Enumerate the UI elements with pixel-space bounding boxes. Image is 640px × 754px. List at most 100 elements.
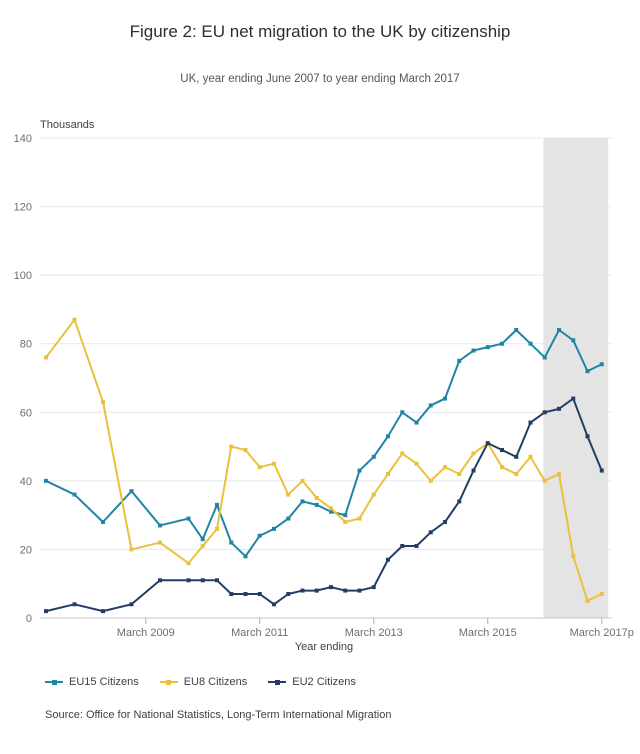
series-eu8-citizens-marker xyxy=(243,448,248,452)
series-eu8-citizens-marker xyxy=(457,472,462,476)
series-eu8-citizens-marker xyxy=(186,561,191,566)
series-eu2-citizens-marker xyxy=(585,434,590,439)
series-eu8-citizens-marker xyxy=(428,478,433,483)
series-eu8-citizens-marker xyxy=(286,492,291,497)
series-eu2-citizens-line xyxy=(45,397,603,613)
series-eu15-citizens-marker xyxy=(44,478,48,483)
series-eu8-citizens-marker xyxy=(471,451,476,456)
series-eu15-citizens-marker xyxy=(457,358,462,363)
series-eu15-citizens-marker xyxy=(129,489,134,494)
series-eu8-citizens-marker xyxy=(557,472,561,476)
series-eu15-citizens-line xyxy=(45,329,603,558)
series-eu8-citizens-marker xyxy=(158,540,162,545)
series-eu2-citizens-marker xyxy=(129,602,134,607)
series-eu2-citizens-marker xyxy=(215,578,219,583)
series-eu2-citizens-marker xyxy=(557,406,561,411)
series-eu2-citizens-marker xyxy=(571,396,576,401)
legend-label-eu8: EU8 Citizens xyxy=(183,676,248,688)
legend-label-eu15: EU15 Citizens xyxy=(69,676,139,688)
series-eu8-citizens-marker xyxy=(500,465,504,470)
y-axis-unit-label: Thousands xyxy=(40,119,95,131)
series-eu8-citizens-marker xyxy=(72,317,77,322)
series-eu8-citizens-marker xyxy=(44,355,48,360)
series-eu2-citizens-marker xyxy=(343,588,348,593)
series-eu2-citizens-marker xyxy=(200,578,205,583)
x-tick-label: March 2011 xyxy=(231,627,288,639)
legend-item-eu15: EU15 Citizens xyxy=(45,676,139,688)
series-eu15-citizens-marker xyxy=(485,345,490,350)
legend-marker-eu15-icon xyxy=(45,678,63,687)
legend-item-eu2: EU2 Citizens xyxy=(268,676,356,688)
series-eu15-citizens-marker xyxy=(314,502,319,507)
series-eu15-citizens-marker xyxy=(443,396,447,401)
series-eu8-citizens-marker xyxy=(101,400,105,404)
legend-marker-eu8-icon xyxy=(159,678,178,687)
series-eu2-citizens-marker xyxy=(457,499,462,504)
series-eu8-citizens-marker xyxy=(343,520,348,524)
series-eu15-citizens-marker xyxy=(414,420,419,425)
series-eu2-citizens-marker xyxy=(400,544,405,548)
provisional-shaded-band xyxy=(543,138,609,618)
series-eu15-citizens-marker xyxy=(343,513,348,518)
series-eu8-citizens-marker xyxy=(257,465,262,470)
series-eu2-citizens-marker xyxy=(44,609,48,614)
series-eu15-citizens-marker xyxy=(357,468,362,473)
figure-subtitle: UK, year ending June 2007 to year ending… xyxy=(180,73,460,85)
series-eu15-citizens-marker xyxy=(585,369,590,374)
series-eu15-citizens-marker xyxy=(599,362,604,367)
series-eu8-citizens-marker xyxy=(357,516,362,521)
legend-item-eu8: EU8 Citizens xyxy=(159,676,248,688)
series-eu15-citizens-marker xyxy=(257,533,262,538)
series-eu15-citizens-marker xyxy=(514,328,519,332)
y-tick-label-0: 0 xyxy=(26,613,32,625)
series-eu2-citizens-marker xyxy=(286,592,291,596)
series-eu2-citizens-marker xyxy=(514,454,519,459)
figure-title: Figure 2: EU net migration to the UK by … xyxy=(129,22,511,41)
series-eu15-citizens-marker xyxy=(200,537,205,542)
series-eu15-citizens-marker xyxy=(286,516,291,521)
series-eu2-citizens-marker xyxy=(471,468,476,473)
legend: EU15 Citizens EU8 Citizens EU2 Citizens xyxy=(45,676,356,688)
series-eu15-citizens-marker xyxy=(371,454,376,459)
series-eu15-citizens-marker xyxy=(158,523,162,528)
series-eu15-citizens-marker xyxy=(300,499,305,504)
series-eu8-citizens-marker xyxy=(300,478,305,483)
x-tick-label: March 2017p xyxy=(570,627,634,639)
series-eu15-citizens-marker xyxy=(500,341,504,346)
source-note: Source: Office for National Statistics, … xyxy=(45,709,392,721)
y-tick-label-80: 80 xyxy=(20,339,32,351)
series-eu8-citizens-marker xyxy=(514,472,519,476)
series-eu8-citizens-marker xyxy=(129,547,134,552)
series-eu15-citizens-marker xyxy=(229,540,234,545)
y-tick-label-20: 20 xyxy=(20,544,32,556)
legend-label-eu2: EU2 Citizens xyxy=(292,676,356,688)
series-eu15-citizens-marker xyxy=(272,526,276,531)
series-eu15-citizens-marker xyxy=(400,410,405,415)
series-eu8-citizens-line xyxy=(45,318,603,602)
series-eu15-citizens-marker xyxy=(72,492,77,497)
series-eu2-citizens-marker xyxy=(243,592,248,596)
series-eu8-citizens-marker xyxy=(272,461,276,466)
series-eu15-citizens-marker xyxy=(471,348,476,353)
series-eu8-citizens-marker xyxy=(386,472,390,476)
series-eu2-citizens-marker xyxy=(528,420,533,425)
y-tick-label-40: 40 xyxy=(20,476,32,488)
x-axis-title: Year ending xyxy=(294,641,354,653)
series-eu15-citizens-marker xyxy=(542,355,547,360)
series-eu8-citizens-marker xyxy=(200,544,205,548)
series-eu8-citizens-marker xyxy=(414,461,419,466)
series-eu2-citizens-marker xyxy=(542,410,547,415)
y-tick-label-140: 140 xyxy=(14,133,32,145)
series-eu15-citizens-marker xyxy=(243,554,248,559)
series-eu8-citizens-marker xyxy=(542,478,547,483)
series-eu15-citizens-marker xyxy=(329,509,333,514)
x-tick-label: March 2009 xyxy=(117,627,175,639)
series-eu15-citizens-marker xyxy=(528,341,533,346)
series-eu15-citizens-marker xyxy=(557,328,561,332)
series-eu8-citizens-marker xyxy=(371,492,376,497)
series-eu2-citizens-marker xyxy=(101,609,105,614)
series-eu2-citizens-marker xyxy=(314,588,319,593)
series-eu2-citizens-marker xyxy=(72,602,77,607)
series-eu2-citizens-marker xyxy=(414,544,419,548)
